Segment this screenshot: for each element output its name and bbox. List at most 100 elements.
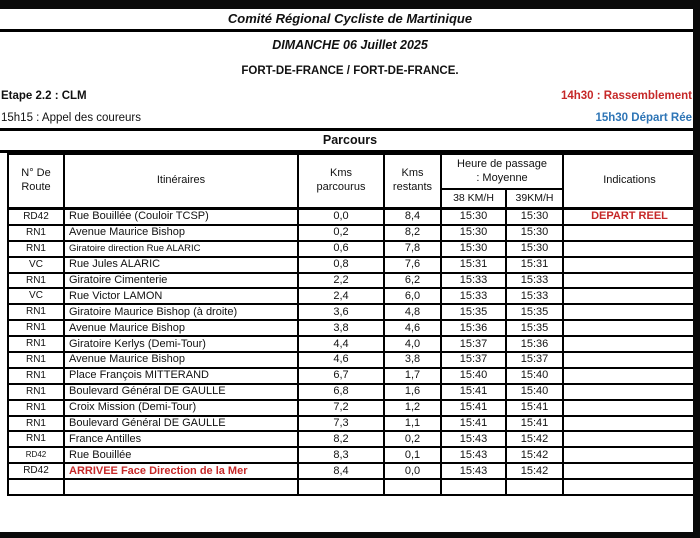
col-header-indications: Indications (562, 153, 697, 210)
table-row: RD42 Rue Bouillée (Couloir TCSP) 0,0 8,4 15:… (7, 207, 697, 226)
col-header-speed-38: 38 KM/H (440, 188, 507, 210)
cell-time-38kmh: 15:35 (440, 303, 507, 322)
cell-route-number: RD42 (7, 207, 65, 226)
cell-time-38kmh: 15:41 (440, 382, 507, 401)
cell-time-38kmh: 15:30 (440, 239, 507, 258)
col-header-itinerary: Itinéraires (63, 153, 299, 210)
cell-time-39kmh: 15:41 (505, 398, 564, 417)
cell-time-39kmh: 15:42 (505, 446, 564, 465)
cell-itinerary: Giratoire direction Rue ALARIC (63, 239, 299, 258)
cell-itinerary: Boulevard Général DE GAULLE (63, 382, 299, 401)
table-row: RN1 Avenue Maurice Bishop 0,2 8,2 15:30 15:30 (7, 223, 697, 242)
cell-time-38kmh: 15:36 (440, 319, 507, 338)
cell-time-38kmh: 15:41 (440, 414, 507, 433)
cell-route-number: RN1 (7, 414, 65, 433)
cell-km-left: 4,8 (383, 303, 442, 322)
cell-itinerary: Rue Bouillée (63, 446, 299, 465)
cell-km-left: 7,8 (383, 239, 442, 258)
table-row: RN1 Avenue Maurice Bishop 3,8 4,6 15:36 15:35 (7, 319, 697, 338)
cell-itinerary: Rue Victor LAMON (63, 287, 299, 306)
cell-km-left: 1,2 (383, 398, 442, 417)
route-table-body: RD42 Rue Bouillée (Couloir TCSP) 0,0 8,4 15:… (7, 207, 697, 497)
cell-time-38kmh: 15:31 (440, 255, 507, 274)
cell-km-done: 0,0 (297, 207, 385, 226)
route-table: N° De Route Itinéraires Kms parcourus Km… (7, 153, 697, 497)
cell-km-done: 8,4 (297, 462, 385, 481)
cell-time-39kmh: 15:33 (505, 271, 564, 290)
cell-indication (562, 335, 697, 354)
cell-km-done (297, 478, 385, 497)
cell-time-38kmh: 15:30 (440, 207, 507, 226)
cell-km-left: 3,8 (383, 351, 442, 369)
col-header-passage-time: Heure de passage : Moyenne (440, 153, 564, 190)
stage-label: Etape 2.2 : CLM (1, 90, 87, 102)
cell-route-number: RN1 (7, 239, 65, 258)
cell-time-38kmh: 15:37 (440, 351, 507, 369)
cell-km-left: 0,0 (383, 462, 442, 481)
cell-itinerary: Rue Bouillée (Couloir TCSP) (63, 207, 299, 226)
cell-km-left: 8,2 (383, 223, 442, 242)
cell-route-number (7, 478, 65, 497)
cell-km-done: 6,7 (297, 366, 385, 385)
cell-km-done: 3,6 (297, 303, 385, 322)
table-row: RN1 France Antilles 8,2 0,2 15:43 15:42 (7, 430, 697, 449)
stage-row: Etape 2.2 : CLM 14h30 : Rassemblement (0, 88, 700, 104)
cell-km-left: 8,4 (383, 207, 442, 226)
cell-time-38kmh: 15:33 (440, 287, 507, 306)
cell-route-number: VC (7, 255, 65, 274)
cell-route-number: RN1 (7, 351, 65, 369)
cell-time-39kmh: 15:35 (505, 319, 564, 338)
event-header: DIMANCHE 06 Juillet 2025 FORT-DE-FRANCE … (0, 32, 700, 131)
cell-time-39kmh: 15:41 (505, 414, 564, 433)
cell-km-done: 0,8 (297, 255, 385, 274)
org-title: Comité Régional Cycliste de Martinique (0, 9, 700, 32)
cell-time-38kmh (440, 478, 507, 497)
cell-route-number: RN1 (7, 319, 65, 338)
cell-route-number: RN1 (7, 271, 65, 290)
cell-route-number: RD42 (7, 462, 65, 481)
cell-itinerary: Avenue Maurice Bishop (63, 351, 299, 369)
col-header-route-number: N° De Route (7, 153, 65, 210)
cell-indication (562, 430, 697, 449)
cell-time-39kmh (505, 478, 564, 497)
cell-indication (562, 223, 697, 242)
table-row: RN1 Avenue Maurice Bishop 4,6 3,8 15:37 15:37 (7, 351, 697, 369)
cell-km-done: 6,8 (297, 382, 385, 401)
cell-km-done: 2,4 (297, 287, 385, 306)
cell-km-left: 7,6 (383, 255, 442, 274)
cell-indication (562, 382, 697, 401)
table-row: RN1 Giratoire Cimenterie 2,2 6,2 15:33 15:33 (7, 271, 697, 290)
cell-indication (562, 303, 697, 322)
cell-km-left: 1,1 (383, 414, 442, 433)
cell-time-39kmh: 15:40 (505, 366, 564, 385)
cell-time-39kmh: 15:30 (505, 223, 564, 242)
cell-indication (562, 462, 697, 481)
table-row: VC Rue Victor LAMON 2,4 6,0 15:33 15:33 (7, 287, 697, 306)
cell-time-38kmh: 15:43 (440, 430, 507, 449)
table-row: RN1 Boulevard Général DE GAULLE 7,3 1,1 15:4… (7, 414, 697, 433)
cell-indication (562, 446, 697, 465)
table-row (7, 478, 697, 497)
col-header-km-left: Kms restants (383, 153, 442, 210)
cell-time-38kmh: 15:43 (440, 446, 507, 465)
cell-time-39kmh: 15:35 (505, 303, 564, 322)
cell-indication (562, 366, 697, 385)
cell-time-39kmh: 15:31 (505, 255, 564, 274)
cell-itinerary (63, 478, 299, 497)
cell-itinerary: Rue Jules ALARIC (63, 255, 299, 274)
cell-time-38kmh: 15:30 (440, 223, 507, 242)
table-row: RN1 Giratoire Kerlys (Demi-Tour) 4,4 4,0 15:… (7, 335, 697, 354)
table-row: RN1 Giratoire direction Rue ALARIC 0,6 7,8 1… (7, 239, 697, 258)
riders-call-time: 15h15 : Appel des coureurs (1, 112, 142, 124)
cell-itinerary: Giratoire Maurice Bishop (à droite) (63, 303, 299, 322)
cell-itinerary: Croix Mission (Demi-Tour) (63, 398, 299, 417)
cell-km-done: 8,3 (297, 446, 385, 465)
cell-time-39kmh: 15:30 (505, 207, 564, 226)
cell-indication (562, 414, 697, 433)
cell-indication (562, 398, 697, 417)
cell-itinerary: Avenue Maurice Bishop (63, 223, 299, 242)
cell-km-done: 7,2 (297, 398, 385, 417)
cell-km-left: 1,7 (383, 366, 442, 385)
cell-time-38kmh: 15:40 (440, 366, 507, 385)
